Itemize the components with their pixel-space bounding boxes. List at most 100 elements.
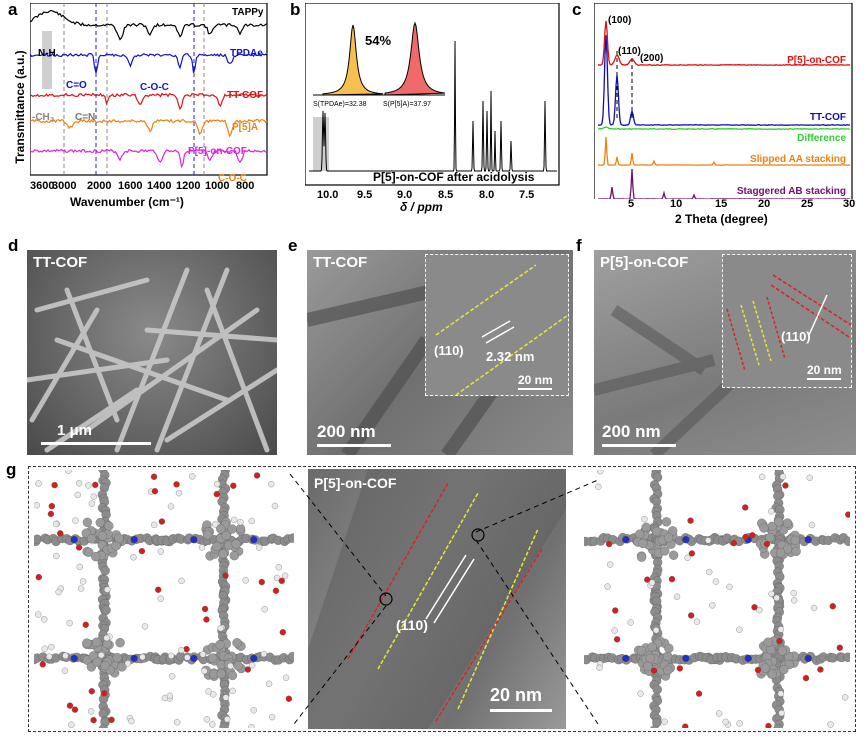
series-line-tappy xyxy=(30,9,268,41)
sem-scale-bar xyxy=(41,442,151,445)
tick-7-5: 7.5 xyxy=(519,189,534,199)
panel-label-f: f xyxy=(576,236,582,255)
tick-1400: 1400 xyxy=(147,180,171,192)
legend-difference: Difference xyxy=(797,133,846,144)
tick-800: 800 xyxy=(236,180,254,192)
ftir-xlabel: Wavenumber (cm⁻¹) xyxy=(70,195,184,209)
tem-g-plane: (110) xyxy=(396,617,428,633)
tick-10: 10.0 xyxy=(317,189,338,199)
tem-f-plane: (110) xyxy=(781,329,811,344)
tick-9-5: 9.5 xyxy=(357,189,372,199)
annot-co: C=O xyxy=(66,80,87,91)
tick-1200: 1200 xyxy=(176,180,200,192)
tem-e-scale-bar xyxy=(317,444,391,447)
pxrd-chart: (100) (110) (200) P[5]-on-COF TT-COF Dif… xyxy=(594,3,853,199)
inset-percent: 54% xyxy=(365,33,391,48)
nmr-spectrum xyxy=(309,40,557,172)
structure-right xyxy=(584,470,850,728)
peak-100: (100) xyxy=(608,15,631,26)
tick-20: 20 xyxy=(758,198,771,210)
tick-15: 15 xyxy=(715,198,728,210)
legend-tpdae: TPDAe xyxy=(230,48,263,59)
sem-scale-text: 1 μm xyxy=(57,422,93,439)
tick-5: 5 xyxy=(628,198,635,210)
panel-label-e: e xyxy=(288,236,298,255)
panel-label-g: g xyxy=(6,460,17,479)
pxrd-xlabel: 2 Theta (degree) xyxy=(675,212,768,226)
tem-image-e: TT-COF 200 nm (110) 2.32 nm 20 nm xyxy=(307,250,573,455)
inset-peak-tpdae xyxy=(322,24,384,96)
annot-nh: N-H xyxy=(38,48,56,59)
structure-left xyxy=(34,470,294,728)
series-line-staggered-ab xyxy=(597,168,850,199)
tem-f-inset-scale: 20 nm xyxy=(807,363,842,377)
tem-e-label: TT-COF xyxy=(313,254,368,271)
annot-ch3: -CH₃ xyxy=(32,112,55,123)
tem-e-scale-text: 200 nm xyxy=(317,422,376,441)
tick-3000: 3000 xyxy=(52,180,76,192)
legend-ttcof-xrd: TT-COF xyxy=(810,112,846,123)
series-line-p5a xyxy=(30,118,268,138)
tick-9: 9.0 xyxy=(397,189,412,199)
tem-image-g: P[5]-on-COF (110) 20 nm xyxy=(308,469,566,729)
tick-3600: 3600 xyxy=(30,180,54,192)
peak-200: (200) xyxy=(640,53,663,64)
ftir-ylabel: Transmittance (a.u.) xyxy=(13,50,27,164)
panel-g-frame xyxy=(28,466,856,732)
pxrd-ticks: 5 10 15 20 25 30 xyxy=(594,198,856,212)
panel-label-b: b xyxy=(290,0,301,19)
legend-tappy: TAPPy xyxy=(232,7,264,18)
tem-g-scale-text: 20 nm xyxy=(490,685,543,705)
nmr-xlabel: δ / ppm xyxy=(400,200,443,214)
tem-g-scale-bar xyxy=(490,709,552,712)
tick-1600: 1600 xyxy=(118,180,142,192)
tem-f-scale-bar xyxy=(602,444,676,447)
tick-8-5: 8.5 xyxy=(438,189,453,199)
series-line-ttcof xyxy=(30,92,268,111)
panel-label-c: c xyxy=(572,0,582,19)
tick-25: 25 xyxy=(801,198,814,210)
legend-ttcof: TT-COF xyxy=(227,90,264,101)
sem-label: TT-COF xyxy=(33,254,88,271)
tick-10: 10 xyxy=(670,198,683,210)
zoom-guides xyxy=(289,473,599,725)
inset-peak-p5a xyxy=(384,21,446,96)
legend-slipped-aa: Slipped AA stacking xyxy=(750,154,846,165)
nmr-caption: P[5]-on-COF after acidolysis xyxy=(373,170,535,184)
tem-e-plane: (110) xyxy=(434,343,464,358)
tick-8: 8.0 xyxy=(479,189,494,199)
tick-1000: 1000 xyxy=(205,180,229,192)
tem-e-distance: 2.32 nm xyxy=(486,349,535,364)
legend-staggered-ab: Staggered AB stacking xyxy=(737,186,846,197)
tem-f-scale-text: 200 nm xyxy=(602,422,661,441)
legend-p5-on-cof-xrd: P[5]-on-COF xyxy=(787,55,846,66)
tem-e-inset-scale: 20 nm xyxy=(518,373,553,387)
series-line-ttcof-xrd xyxy=(597,35,851,127)
tem-image-f: P[5]-on-COF 200 nm (110) 20 nm xyxy=(594,250,856,455)
peak-110: (110) xyxy=(618,46,641,57)
annot-cn: C=N xyxy=(75,112,96,123)
tem-f-inset: (110) 20 nm xyxy=(722,254,852,388)
legend-p5a: P[5]A xyxy=(232,122,259,133)
series-line-p5-on-cof xyxy=(30,148,268,169)
series-line-difference xyxy=(598,126,851,131)
nmr-chart: 54% S(TPDAe)=32.38 S(P[5]A)=37.97 P[5]-o… xyxy=(305,3,560,199)
tem-f-inset-scale-bar xyxy=(807,378,841,380)
panel-label-a: a xyxy=(8,0,18,19)
inset-s1: S(TPDAe)=32.38 xyxy=(313,101,367,108)
series-line-tpdae xyxy=(30,52,268,74)
ftir-chart: 3600 3000 2000 1600 1400 1200 1000 800 xyxy=(30,3,268,192)
tem-g-label: P[5]-on-COF xyxy=(314,475,397,491)
panel-label-d: d xyxy=(8,236,19,255)
tem-e-inset-scale-bar xyxy=(518,388,552,390)
sem-image: TT-COF 1 μm xyxy=(27,250,277,455)
legend-p5-on-cof: P[5]-on-COF xyxy=(188,146,247,157)
series-line-p5-on-cof-xrd xyxy=(597,20,851,67)
tick-30: 30 xyxy=(843,198,856,210)
annot-coc2: C-O-C xyxy=(218,173,247,184)
tick-2000: 2000 xyxy=(87,180,111,192)
tem-f-label: P[5]-on-COF xyxy=(600,254,689,271)
series-line-slipped-aa xyxy=(597,136,851,166)
annot-coc1: C-O-C xyxy=(140,82,169,93)
tem-e-inset: (110) 2.32 nm 20 nm xyxy=(425,254,569,396)
